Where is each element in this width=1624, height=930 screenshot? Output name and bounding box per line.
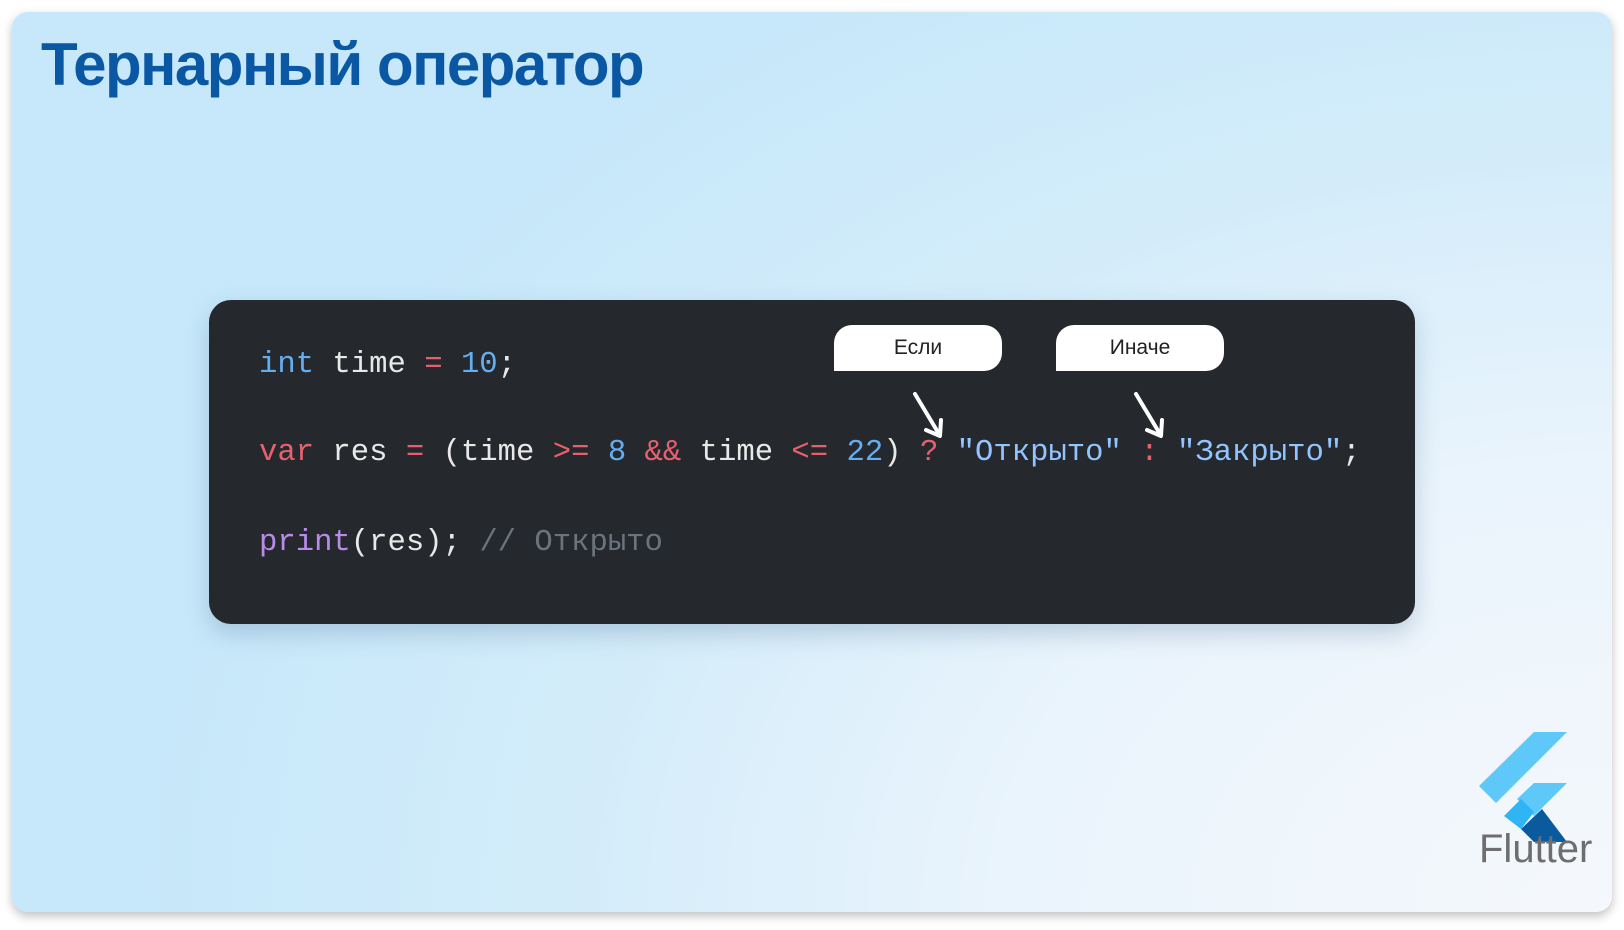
code-block: int time = 10; var res = (time >= 8 && t…	[209, 300, 1415, 624]
keyword: var	[259, 436, 315, 470]
code-line-3: print(res); // Открыто	[259, 526, 663, 560]
arrow-down-right-icon	[1134, 392, 1164, 438]
code-text: time	[314, 348, 425, 382]
code-text	[828, 436, 846, 470]
operator: =	[405, 436, 425, 470]
code-text	[589, 436, 607, 470]
operator: :	[1140, 436, 1159, 470]
code-text: ;	[1342, 436, 1361, 470]
slide: Тернарный оператор int time = 10; var re…	[12, 12, 1612, 912]
code-text: ;	[497, 348, 517, 382]
number: 10	[460, 348, 498, 382]
number: 22	[846, 436, 884, 470]
number: 8	[607, 436, 627, 470]
code-text	[626, 436, 644, 470]
comment: // Открыто	[479, 526, 663, 560]
code-text: (time	[424, 436, 553, 470]
code-text: time	[681, 436, 792, 470]
code-text: res	[314, 436, 406, 470]
string: "Закрыто"	[1176, 436, 1343, 470]
if-callout: Если	[834, 325, 1002, 371]
code-line-1: int time = 10;	[259, 348, 516, 382]
if-label: Если	[893, 336, 943, 359]
keyword: int	[259, 348, 315, 382]
slide-title: Тернарный оператор	[41, 31, 645, 98]
code-text	[443, 348, 461, 382]
operator: >=	[552, 436, 590, 470]
code-line-2: var res = (time >= 8 && time <= 22) ? "О…	[259, 436, 1361, 470]
function-name: print	[259, 526, 351, 560]
code-text: (res);	[350, 526, 480, 560]
else-callout: Иначе	[1056, 325, 1224, 371]
flutter-logo-text: Flutter	[1479, 827, 1593, 871]
code-text: )	[883, 436, 920, 470]
operator: &&	[644, 436, 682, 470]
flutter-logo-icon	[1479, 732, 1567, 842]
string: "Открыто"	[956, 436, 1122, 470]
operator: <=	[791, 436, 829, 470]
operator: =	[424, 348, 443, 382]
else-label: Иначе	[1109, 336, 1171, 359]
arrow-down-right-icon	[913, 392, 943, 438]
operator: ?	[919, 436, 939, 470]
